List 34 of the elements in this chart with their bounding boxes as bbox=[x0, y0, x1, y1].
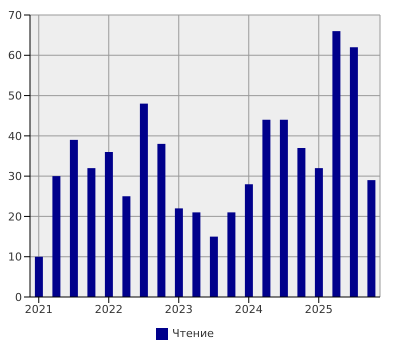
bar bbox=[34, 256, 43, 297]
y-tick-label: 40 bbox=[8, 130, 22, 143]
legend-label: Чтение bbox=[172, 327, 214, 340]
bar bbox=[367, 180, 376, 297]
bar bbox=[280, 120, 288, 297]
y-tick-label: 0 bbox=[15, 290, 22, 304]
bar bbox=[192, 212, 200, 297]
bar bbox=[262, 120, 270, 297]
bar bbox=[350, 47, 358, 297]
bar bbox=[227, 212, 236, 297]
bar bbox=[104, 152, 113, 297]
bar bbox=[52, 176, 60, 297]
bar bbox=[297, 148, 306, 297]
bar bbox=[122, 196, 130, 297]
bar bbox=[244, 184, 253, 297]
bar bbox=[87, 168, 96, 297]
bar bbox=[314, 168, 323, 297]
bar bbox=[332, 31, 340, 297]
y-tick-label: 50 bbox=[8, 89, 22, 102]
x-tick-label: 2024 bbox=[234, 302, 263, 316]
bar bbox=[140, 104, 148, 297]
x-tick-label: 2021 bbox=[24, 302, 53, 316]
x-tick-label: 2025 bbox=[304, 302, 333, 316]
bar bbox=[174, 208, 183, 297]
y-tick-label: 70 bbox=[8, 8, 22, 22]
bar bbox=[70, 140, 78, 297]
bar bbox=[157, 144, 166, 297]
bar bbox=[210, 236, 218, 297]
x-tick-label: 2022 bbox=[94, 302, 123, 316]
y-tick-label: 20 bbox=[8, 210, 22, 224]
y-tick-label: 30 bbox=[8, 170, 22, 184]
x-tick-label: 2023 bbox=[164, 302, 193, 316]
y-tick-label: 60 bbox=[8, 49, 22, 62]
y-tick-label: 10 bbox=[8, 250, 22, 264]
